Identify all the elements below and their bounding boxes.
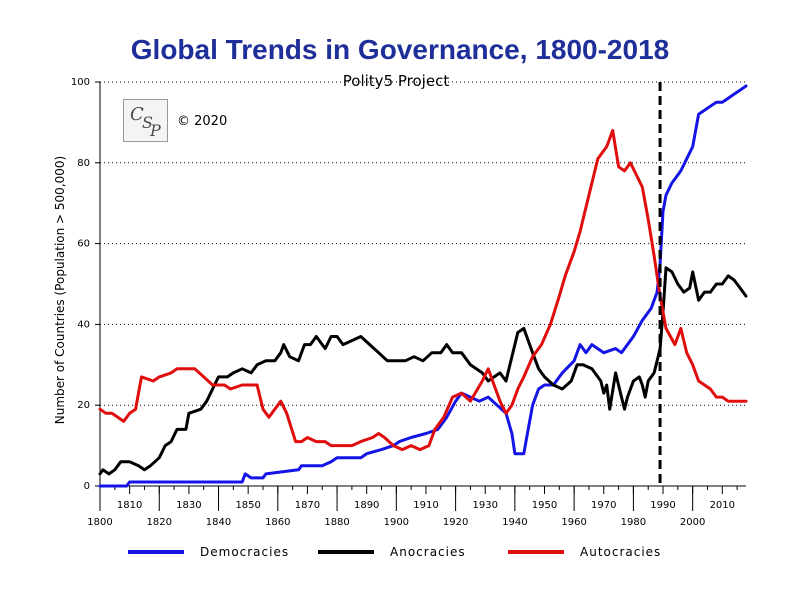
legend: Democracies Anocracies Autocracies xyxy=(128,545,661,559)
x-tick-label-upper: 1930 xyxy=(473,500,498,511)
svg-text:S: S xyxy=(142,113,153,132)
grid-lines xyxy=(100,81,746,406)
y-tick-label: 20 xyxy=(77,400,90,411)
y-tick-label: 100 xyxy=(71,77,90,88)
series-line-anocracies xyxy=(98,266,748,476)
x-tick-label-lower: 1980 xyxy=(621,517,646,528)
y-tick-label: 0 xyxy=(84,481,90,492)
x-tick-label-lower: 1900 xyxy=(384,517,409,528)
x-tick-label-lower: 2000 xyxy=(680,517,705,528)
series-lines xyxy=(98,84,748,488)
x-tick-label-upper: 2010 xyxy=(710,500,735,511)
legend-label-anocracies: Anocracies xyxy=(390,545,466,559)
x-tick-label-upper: 1830 xyxy=(176,500,201,511)
x-tick-label-lower: 1860 xyxy=(265,517,290,528)
x-tick-label-lower: 1920 xyxy=(443,517,468,528)
x-tick-label-upper: 1850 xyxy=(235,500,260,511)
y-tick-label: 60 xyxy=(77,239,90,250)
x-tick-label-upper: 1950 xyxy=(532,500,557,511)
x-tick-label-upper: 1890 xyxy=(354,500,379,511)
svg-text:C: C xyxy=(130,104,144,125)
legend-label-democracies: Democracies xyxy=(200,545,289,559)
y-tick-label: 40 xyxy=(77,319,90,330)
x-tick-label-lower: 1960 xyxy=(561,517,586,528)
x-tick-label-lower: 1820 xyxy=(147,517,172,528)
chart-subtitle: Polity5 Project xyxy=(342,72,450,90)
y-tick-label: 80 xyxy=(77,158,90,169)
x-tick-label-upper: 1810 xyxy=(117,500,142,511)
series-line-democracies xyxy=(98,84,748,488)
x-tick-label-lower: 1880 xyxy=(324,517,349,528)
axes xyxy=(95,81,746,511)
x-tick-label-upper: 1970 xyxy=(591,500,616,511)
x-tick-label-upper: 1870 xyxy=(295,500,320,511)
x-tick-label-lower: 1800 xyxy=(87,517,112,528)
x-tick-label-lower: 1940 xyxy=(502,517,527,528)
csp-logo: C S P xyxy=(123,99,168,142)
series-line-autocracies xyxy=(98,129,748,452)
x-tick-label-lower: 1840 xyxy=(206,517,231,528)
x-tick-label-upper: 1910 xyxy=(413,500,438,511)
svg-text:P: P xyxy=(149,121,161,140)
copyright-text: © 2020 xyxy=(177,114,228,129)
legend-label-autocracies: Autocracies xyxy=(580,545,661,559)
csp-logo-mark: C S P xyxy=(130,104,161,140)
x-tick-label-upper: 1990 xyxy=(650,500,675,511)
chart-title: Global Trends in Governance, 1800-2018 xyxy=(130,34,670,65)
tick-labels: 0 20 40 60 80 100 1810 1830 1850 1870 1890 1910 1930… xyxy=(71,77,735,528)
